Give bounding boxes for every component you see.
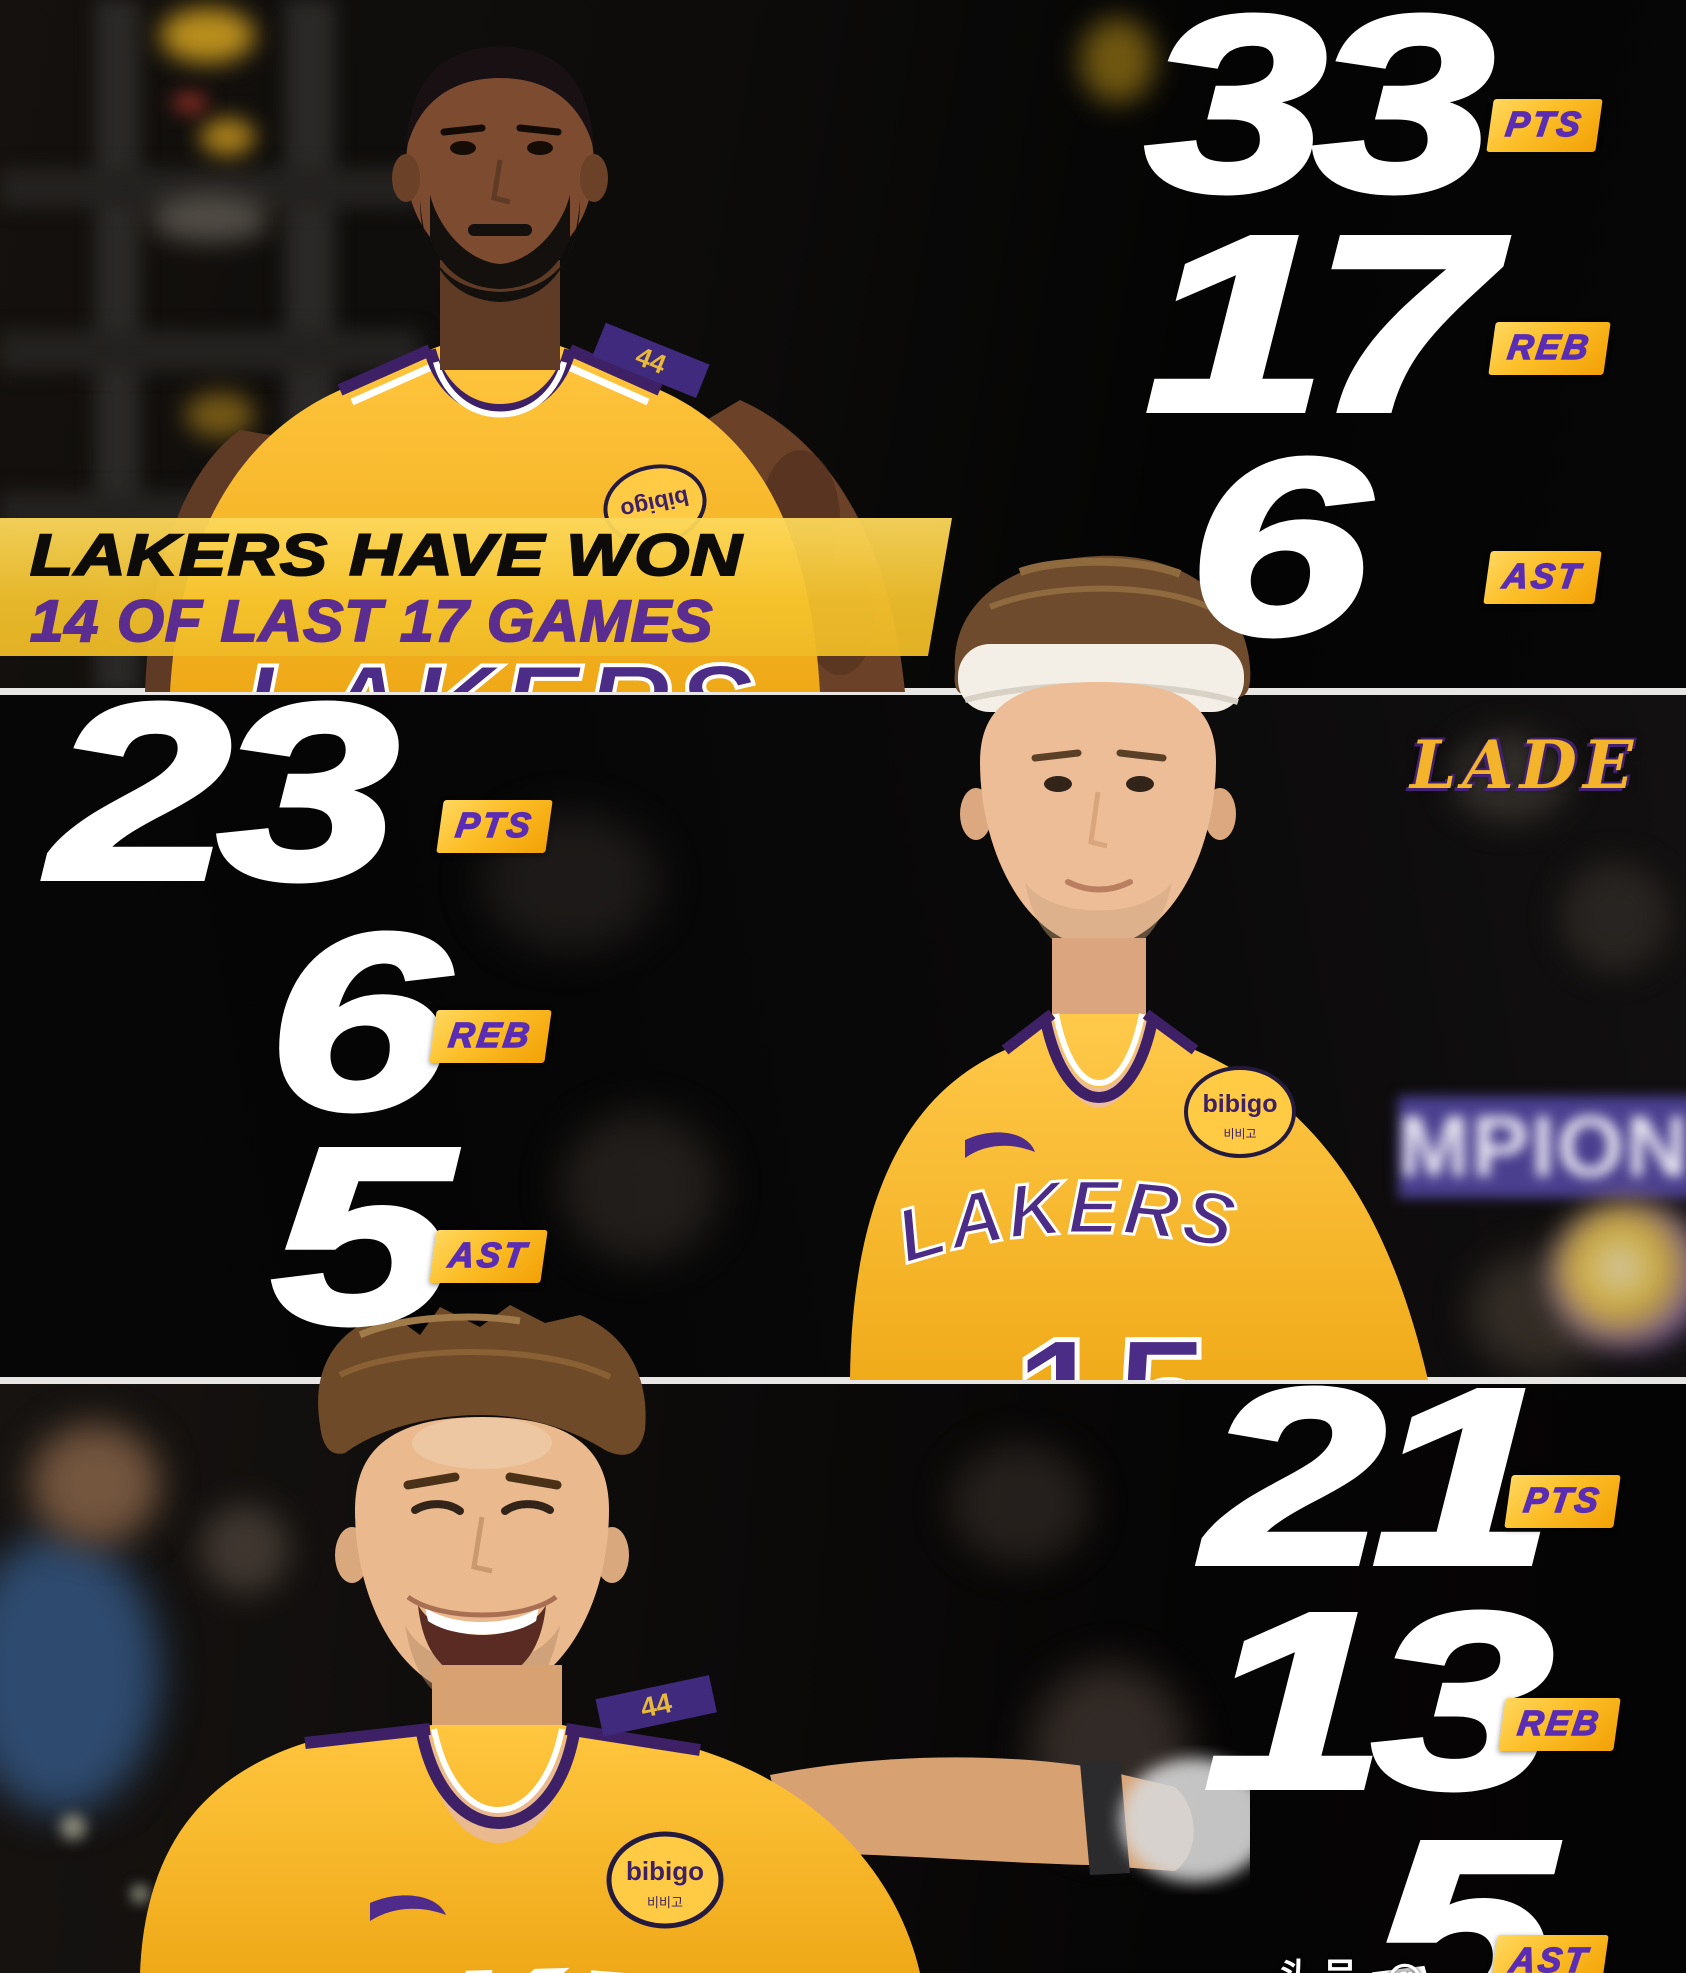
stat-value-middle-pts: 23 <box>46 652 402 931</box>
top-player-head <box>392 46 608 370</box>
bottom-watermark-fragment: 头号 @ <box>1278 1948 1431 1973</box>
hair <box>406 46 594 150</box>
sponsor-patch: bibigo 비비고 <box>606 1831 724 1929</box>
eye <box>450 141 476 155</box>
stubble <box>1025 882 1172 956</box>
crowd-blur-blob <box>172 92 208 114</box>
stat-label-middle-pts: PTS <box>436 800 553 853</box>
stat-value-bottom-reb: 13 <box>1201 1561 1557 1840</box>
nike-swoosh <box>965 1132 1035 1158</box>
background-blur-blob <box>1120 1758 1250 1882</box>
bottom-player-photo: 44 bibigo 비비고 LAKERS <box>0 1305 1250 1973</box>
stat-value-top-ast: 6 <box>1184 407 1373 686</box>
eyebrow <box>1031 749 1082 762</box>
crowd-blur-blob <box>1450 732 1570 822</box>
nose <box>1088 791 1108 849</box>
arena-banner-text-fragment: MPION <box>1398 1098 1686 1195</box>
nose <box>471 1516 493 1574</box>
sponsor-text: bibigo <box>626 1856 704 1886</box>
bottom-player-hair <box>318 1305 646 1455</box>
stat-label-bottom-pts: PTS <box>1504 1475 1621 1528</box>
bottom-player-jersey: 44 bibigo 비비고 LAKERS <box>140 1675 920 1973</box>
smiling-mouth <box>406 1594 558 1681</box>
brand-watermark: LADE <box>1410 726 1640 804</box>
middle-player-jersey: bibigo 비비고 LAKERS 15 <box>850 1009 1428 1380</box>
nose <box>491 159 511 205</box>
middle-section-background <box>0 692 1686 1384</box>
eyebrow <box>505 1472 562 1490</box>
eyebrow <box>403 1472 460 1490</box>
banner-line-1: LAKERS HAVE WON <box>30 523 743 588</box>
sponsor-text: bibigo <box>1203 1090 1278 1118</box>
stat-label-middle-reb: REB <box>429 1010 552 1063</box>
headline-banner: LAKERS HAVE WON 14 OF LAST 17 GAMES <box>0 518 952 656</box>
crowd-blur-blob <box>200 118 255 156</box>
wristband <box>1080 1761 1130 1875</box>
forehead-shine <box>412 1417 552 1469</box>
squinting-eye <box>501 1500 554 1515</box>
stat-label-top-pts: PTS <box>1486 99 1603 152</box>
arena-railing <box>0 330 420 372</box>
crowd-blur-blob <box>1560 862 1670 972</box>
scoreboard-blur-blob <box>1080 18 1155 103</box>
crowd-blur-blob <box>185 392 255 438</box>
eyebrow <box>440 124 486 136</box>
crowd-blur-blob <box>0 1534 160 1814</box>
lakers-logo-blur <box>1548 1200 1686 1350</box>
banner-line-2: 14 OF LAST 17 GAMES <box>30 589 714 654</box>
crowd-blur-blob <box>200 1504 290 1594</box>
sponsor-subtext: 비비고 <box>647 1896 683 1911</box>
jersey-number-partial: 15 <box>1013 1303 1216 1380</box>
stat-value-top-reb: 17 <box>1142 184 1498 463</box>
eyebrow <box>516 124 562 136</box>
crowd-blur-blob <box>30 1424 160 1544</box>
middle-player-photo: bibigo 비비고 LAKERS 15 <box>820 552 1460 1380</box>
middle-player-face <box>960 682 1236 956</box>
bottom-player-extended-arm <box>770 1757 1250 1882</box>
stat-value-top-pts: 33 <box>1142 0 1498 243</box>
middle-player-neck <box>1052 938 1146 1024</box>
shoulder-number-patch: 44 <box>595 1675 717 1737</box>
stat-label-bottom-reb: REB <box>1498 1698 1621 1751</box>
bokeh-dot <box>60 1814 86 1840</box>
eye <box>1044 776 1072 792</box>
eye <box>527 141 553 155</box>
shoulder-number: 44 <box>638 1687 675 1724</box>
crowd-blur-blob <box>150 196 270 242</box>
bokeh-dot <box>130 1884 150 1904</box>
shoulder-number-patch: 44 <box>592 322 710 399</box>
stat-label-bottom-ast: AST <box>1490 1935 1609 1973</box>
crowd-blur-blob <box>160 8 255 63</box>
eyebrow <box>1116 749 1167 762</box>
squinting-eye <box>411 1500 464 1515</box>
sponsor-patch: bibigo 비비고 <box>1184 1066 1296 1158</box>
stat-value-middle-ast: 5 <box>268 1096 457 1375</box>
eye <box>1126 776 1154 792</box>
stat-label-top-ast: AST <box>1483 551 1602 604</box>
teeth <box>425 1607 539 1635</box>
sponsor-subtext: 비비고 <box>1223 1127 1256 1141</box>
stat-label-top-reb: REB <box>1488 322 1611 375</box>
mouth <box>1065 879 1133 893</box>
crowd-blur-blob <box>560 1112 720 1262</box>
stat-value-bottom-pts: 21 <box>1201 1337 1557 1616</box>
mustache <box>468 224 532 236</box>
nike-swoosh <box>370 1895 446 1921</box>
stat-value-middle-reb: 6 <box>264 882 453 1161</box>
section-divider-bottom <box>0 1377 1686 1384</box>
crowd-blur-blob <box>950 1444 1090 1564</box>
arena-champion-banner-blur: MPION <box>1398 1096 1686 1198</box>
stat-label-middle-ast: AST <box>429 1230 548 1283</box>
